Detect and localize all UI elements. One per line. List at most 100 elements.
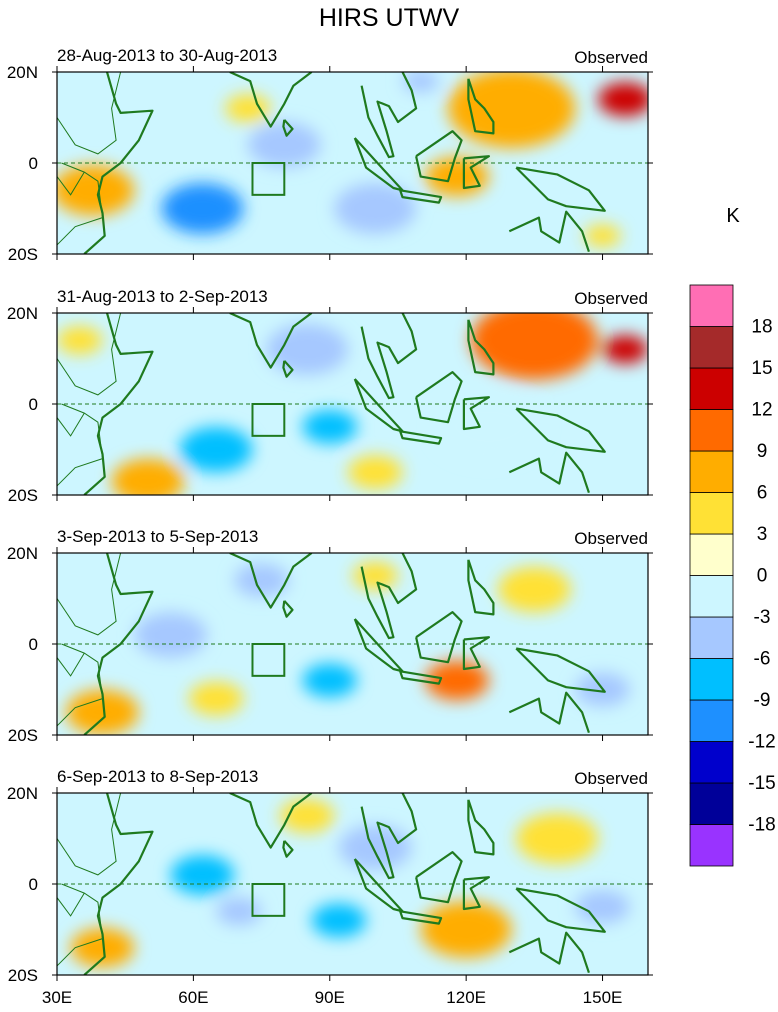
figure-title: HIRS UTWV: [319, 4, 460, 32]
coastline: [399, 670, 443, 685]
colorbar-swatch: [689, 326, 734, 369]
panels-layer: 20S 0 20N 28-Aug-2013 to 30-Aug-2013 Observe…: [7, 46, 653, 1007]
anomaly-blob: [598, 82, 648, 117]
map-panel: 20S 0 20N 3-Sep-2013 to 5-Sep-2013 Observed: [7, 527, 653, 745]
coastline: [353, 858, 404, 913]
coastline: [515, 647, 606, 693]
colorbar-level-label: -12: [748, 732, 775, 753]
country-border: [57, 171, 85, 196]
anomaly-blob: [347, 455, 403, 490]
colorbar-level-label: 15: [751, 358, 772, 379]
panel-date-range: 6-Sep-2013 to 8-Sep-2013: [57, 767, 258, 786]
colorbar-swatch: [689, 284, 734, 327]
colorbar-swatch: [689, 741, 734, 784]
coastline: [360, 313, 418, 400]
anomaly-blob: [602, 335, 648, 364]
region-box: [251, 403, 286, 437]
y-tick-label: 20S: [8, 966, 38, 985]
colorbar-level-label: 12: [751, 400, 772, 421]
coastline: [399, 910, 443, 925]
anomaly-blob: [111, 458, 185, 495]
coastline: [508, 931, 590, 974]
anomaly-blob: [334, 183, 417, 234]
coastline: [229, 72, 313, 128]
anomaly-blob: [497, 566, 571, 612]
coastline: [467, 319, 495, 376]
map-panel: 20S 0 20N 6-Sep-2013 to 8-Sep-2013 Observed: [7, 767, 653, 985]
y-tick-label: 20S: [8, 726, 38, 745]
anomaly-blob: [402, 72, 439, 93]
anomaly-blob: [584, 224, 621, 248]
coastline: [282, 600, 294, 618]
coastline: [229, 793, 313, 849]
coastline: [467, 78, 495, 135]
anomaly-blob: [425, 660, 489, 701]
y-tick-label: 0: [29, 635, 38, 654]
y-tick-label: 20S: [8, 245, 38, 264]
y-tick-label: 20S: [8, 486, 38, 505]
country-border: [57, 313, 122, 396]
y-tick-label: 0: [29, 875, 38, 894]
anomaly-blob: [188, 681, 244, 716]
panel-observed-label: Observed: [574, 289, 648, 308]
coastline: [462, 636, 490, 671]
anomaly-blob: [338, 825, 412, 871]
colorbar-unit-label: K: [726, 205, 740, 227]
anomaly-blob: [302, 663, 358, 698]
anomaly-blob: [57, 326, 103, 355]
coastline: [467, 559, 495, 616]
colorbar-swatch: [689, 658, 734, 701]
colorbar: K -18 -15 -12 -9 -6 -3 0 3 6 9 12 15 18: [689, 205, 776, 867]
colorbar-level-label: 9: [757, 441, 768, 462]
anomaly-blob: [170, 855, 235, 895]
coastline: [415, 850, 463, 904]
y-tick-label: 20N: [7, 304, 38, 323]
colorbar-swatch: [689, 824, 734, 867]
coastline: [462, 876, 490, 911]
colorbar-level-label: 18: [751, 317, 772, 338]
anomaly-blob: [420, 901, 512, 958]
coastline: [515, 166, 606, 212]
anomaly-blob: [311, 903, 367, 938]
colorbar-swatch: [689, 492, 734, 535]
coastline: [399, 189, 443, 204]
country-border: [57, 553, 122, 636]
colorbar-level-label: -15: [748, 773, 775, 794]
coastline: [282, 119, 294, 137]
colorbar-swatch: [689, 782, 734, 825]
panel-date-range: 31-Aug-2013 to 2-Sep-2013: [57, 287, 268, 306]
coastline: [360, 793, 418, 880]
anomaly-blob: [434, 392, 544, 461]
anomaly-blob: [57, 164, 135, 216]
region-box: [251, 883, 286, 917]
coastline: [462, 155, 490, 190]
country-border: [57, 72, 122, 155]
coastline: [467, 799, 495, 856]
coastline: [415, 610, 463, 664]
coastline: [508, 451, 590, 494]
coastline: [462, 396, 490, 431]
coastline: [282, 840, 294, 858]
region-box: [251, 162, 286, 196]
panel-date-range: 3-Sep-2013 to 5-Sep-2013: [57, 527, 258, 546]
anomaly-blob: [66, 689, 139, 735]
colorbar-level-label: -3: [754, 607, 771, 628]
country-border: [57, 883, 104, 967]
country-border: [57, 793, 122, 876]
anomaly-blob: [447, 72, 576, 148]
y-tick-label: 20N: [7, 784, 38, 803]
anomaly-blob: [134, 612, 208, 658]
country-border: [57, 643, 104, 727]
panel-date-range: 28-Aug-2013 to 30-Aug-2013: [57, 46, 277, 65]
colorbar-swatch: [689, 575, 734, 618]
colorbar-level-label: 6: [757, 483, 768, 504]
anomaly-blob: [70, 927, 135, 968]
anomaly-blob: [266, 324, 348, 375]
y-tick-label: 0: [29, 395, 38, 414]
anomaly-blob: [216, 897, 262, 926]
anomaly-blob: [179, 426, 253, 473]
x-tick-label: 30E: [42, 988, 72, 1007]
coastline: [229, 553, 313, 609]
y-tick-label: 20N: [7, 544, 38, 563]
x-tick-label: 90E: [315, 988, 345, 1007]
